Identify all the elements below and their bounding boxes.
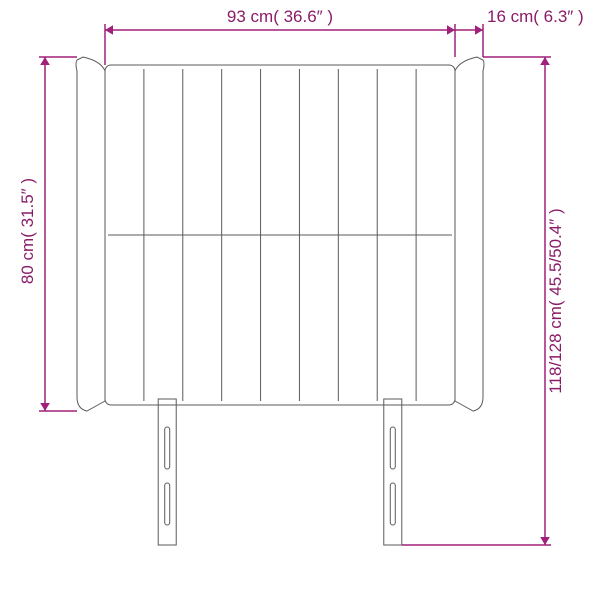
wing-right: [455, 57, 484, 411]
leg-slot: [165, 483, 170, 525]
leg-slot: [390, 483, 395, 525]
dim-label-total-height: 118/128 cm( 45.5/50.4″ ): [546, 208, 565, 393]
leg-right: [384, 399, 402, 545]
dim-label-panel-height: 80 cm( 31.5″ ): [18, 178, 37, 284]
leg-slot: [165, 427, 170, 469]
wing-left: [76, 57, 105, 411]
leg-left: [158, 399, 176, 545]
leg-slot: [390, 427, 395, 469]
dim-label-depth: 16 cm( 6.3″ ): [487, 7, 584, 26]
dim-label-width: 93 cm( 36.6″ ): [227, 7, 333, 26]
